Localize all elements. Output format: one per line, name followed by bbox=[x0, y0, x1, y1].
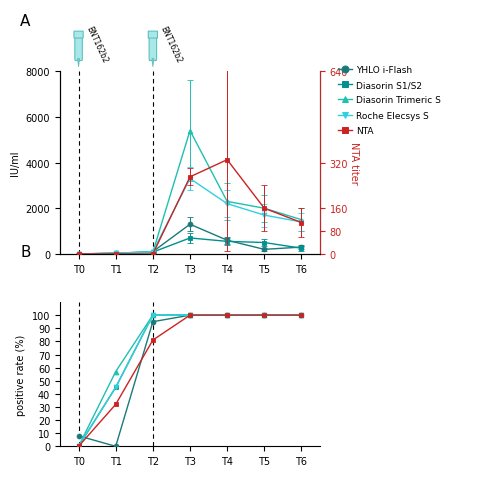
Text: B: B bbox=[20, 245, 30, 260]
FancyBboxPatch shape bbox=[74, 32, 83, 39]
FancyBboxPatch shape bbox=[75, 35, 82, 61]
Text: BNT162b2: BNT162b2 bbox=[159, 25, 184, 65]
FancyBboxPatch shape bbox=[148, 32, 158, 39]
FancyBboxPatch shape bbox=[149, 35, 156, 61]
Legend: YHLO i-Flash, Diasorin S1/S2, Diasorin Trimeric S, Roche Elecsys S, NTA: YHLO i-Flash, Diasorin S1/S2, Diasorin T… bbox=[334, 62, 444, 140]
Y-axis label: NTA titer: NTA titer bbox=[350, 142, 360, 184]
Text: A: A bbox=[20, 14, 30, 29]
Y-axis label: IU/ml: IU/ml bbox=[10, 150, 20, 176]
Polygon shape bbox=[152, 60, 154, 68]
Text: BNT162b2: BNT162b2 bbox=[84, 25, 110, 65]
Y-axis label: positive rate (%): positive rate (%) bbox=[16, 334, 26, 415]
Polygon shape bbox=[78, 60, 80, 68]
